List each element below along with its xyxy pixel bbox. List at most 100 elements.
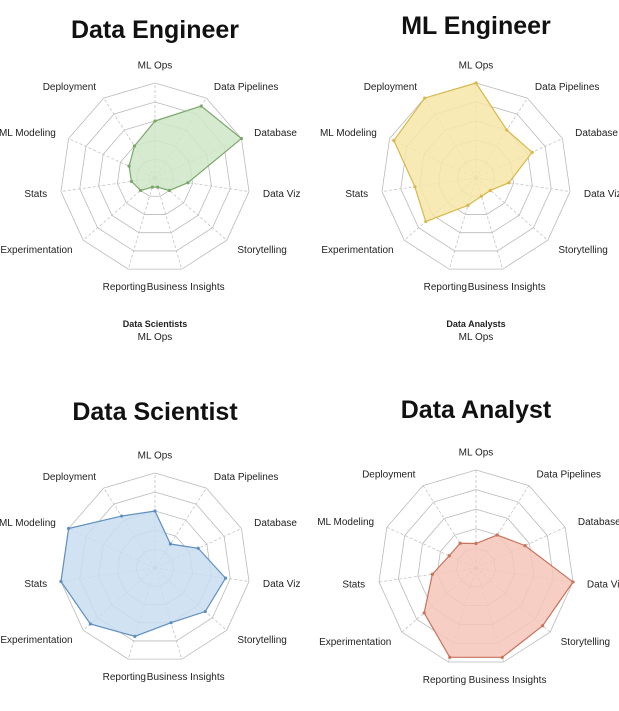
data-point bbox=[474, 541, 478, 546]
data-point bbox=[203, 609, 207, 614]
axis-label: Database bbox=[578, 517, 619, 528]
data-point bbox=[139, 188, 143, 193]
axis-label: Reporting bbox=[423, 675, 466, 686]
data-point bbox=[169, 621, 173, 625]
data-point bbox=[466, 203, 470, 207]
data-point bbox=[168, 542, 173, 546]
axis-spoke bbox=[154, 177, 183, 270]
axis-label: Stats bbox=[345, 189, 368, 200]
radar-panel-0: Data Engineer ML Ops Data Pipelines Databas… bbox=[0, 16, 301, 343]
grid-ring bbox=[60, 82, 250, 270]
axis-label: ML Ops bbox=[459, 448, 494, 459]
axis-label: ML Modeling bbox=[320, 128, 377, 139]
axis-label: Storytelling bbox=[558, 245, 607, 256]
data-point bbox=[507, 181, 511, 185]
axis-label: Data Pipelines bbox=[214, 82, 278, 93]
data-point bbox=[423, 96, 427, 100]
data-point bbox=[479, 194, 483, 198]
chart-caption: Data Scientists bbox=[123, 319, 188, 329]
axis-label: Data Viz bbox=[263, 189, 301, 200]
data-point bbox=[133, 634, 137, 638]
data-point bbox=[59, 579, 63, 584]
axis-label: Stats bbox=[342, 579, 365, 590]
axis-label: Stats bbox=[24, 189, 47, 200]
series-area bbox=[60, 510, 227, 637]
axis-label: ML Ops bbox=[459, 61, 494, 72]
data-point bbox=[88, 622, 92, 626]
data-point bbox=[186, 181, 190, 185]
axis-label: Deployment bbox=[364, 82, 418, 93]
axis-label: ML Modeling bbox=[0, 128, 56, 139]
data-point bbox=[530, 150, 534, 154]
axis-label: Experimentation bbox=[321, 245, 393, 256]
data-point bbox=[422, 611, 426, 615]
data-point bbox=[488, 188, 492, 193]
series-area bbox=[393, 82, 533, 223]
data-point bbox=[66, 526, 71, 531]
axis-label: Deployment bbox=[362, 469, 416, 480]
axis-label: Database bbox=[575, 128, 618, 139]
radar-panel-3: Data Analyst ML Ops Data Pipelines Database… bbox=[317, 396, 619, 686]
data-point bbox=[458, 541, 462, 545]
data-point bbox=[199, 104, 203, 108]
series-area bbox=[423, 534, 574, 658]
data-point bbox=[523, 544, 527, 548]
chart-title: Data Engineer bbox=[71, 16, 239, 44]
axis-label: ML Ops bbox=[138, 61, 173, 72]
grid-ring bbox=[381, 82, 571, 270]
axis-label: Reporting bbox=[424, 282, 467, 293]
data-point bbox=[392, 138, 396, 143]
chart-caption: Data Analysts bbox=[446, 319, 505, 329]
data-point bbox=[156, 185, 160, 189]
axis-label: Business Insights bbox=[147, 282, 225, 293]
data-point bbox=[448, 655, 452, 659]
data-point bbox=[447, 554, 451, 558]
axis-label: Database bbox=[254, 518, 297, 529]
axis-label: Data Viz bbox=[587, 579, 619, 590]
data-point bbox=[153, 509, 157, 513]
data-point bbox=[571, 580, 575, 584]
axis-label: Business Insights bbox=[469, 675, 547, 686]
axis-label: Reporting bbox=[103, 282, 146, 293]
data-point bbox=[167, 188, 171, 193]
axis-label: Experimentation bbox=[0, 245, 72, 256]
grid-ring bbox=[378, 469, 574, 663]
axis-label: Data Pipelines bbox=[535, 82, 599, 93]
chart-caption: ML Ops bbox=[138, 332, 173, 343]
data-point bbox=[500, 655, 504, 659]
axis-label: Experimentation bbox=[319, 637, 391, 648]
chart-title: Data Analyst bbox=[401, 396, 552, 424]
axis-label: Data Viz bbox=[584, 189, 619, 200]
chart-caption: ML Ops bbox=[459, 332, 494, 343]
data-point bbox=[150, 185, 154, 189]
axis-label: Database bbox=[254, 128, 297, 139]
axis-label: Storytelling bbox=[237, 635, 286, 646]
data-point bbox=[223, 576, 228, 580]
axis-spoke bbox=[127, 177, 156, 270]
axis-label: Business Insights bbox=[147, 672, 225, 683]
data-point bbox=[239, 136, 244, 141]
axis-label: Data Pipelines bbox=[214, 472, 278, 483]
axis-label: Stats bbox=[24, 579, 47, 590]
axis-label: Data Viz bbox=[263, 579, 301, 590]
axis-label: Reporting bbox=[103, 672, 146, 683]
data-point bbox=[129, 179, 134, 183]
data-point bbox=[424, 219, 428, 224]
axis-label: ML Ops bbox=[138, 451, 173, 462]
data-point bbox=[132, 144, 137, 148]
axis-label: ML Modeling bbox=[317, 517, 374, 528]
radar-panel-2: Data Scientist ML Ops Data Pipelines Databa… bbox=[0, 398, 301, 683]
axis-label: Experimentation bbox=[0, 635, 72, 646]
data-point bbox=[430, 572, 434, 576]
data-point bbox=[495, 533, 499, 537]
chart-title: Data Scientist bbox=[72, 398, 238, 426]
series-area bbox=[128, 105, 243, 192]
axis-label: Storytelling bbox=[561, 637, 610, 648]
data-point bbox=[153, 119, 157, 123]
data-point bbox=[196, 546, 200, 550]
data-point bbox=[505, 128, 509, 132]
axis-label: ML Modeling bbox=[0, 518, 56, 529]
data-point bbox=[413, 185, 417, 189]
data-point bbox=[474, 81, 478, 85]
